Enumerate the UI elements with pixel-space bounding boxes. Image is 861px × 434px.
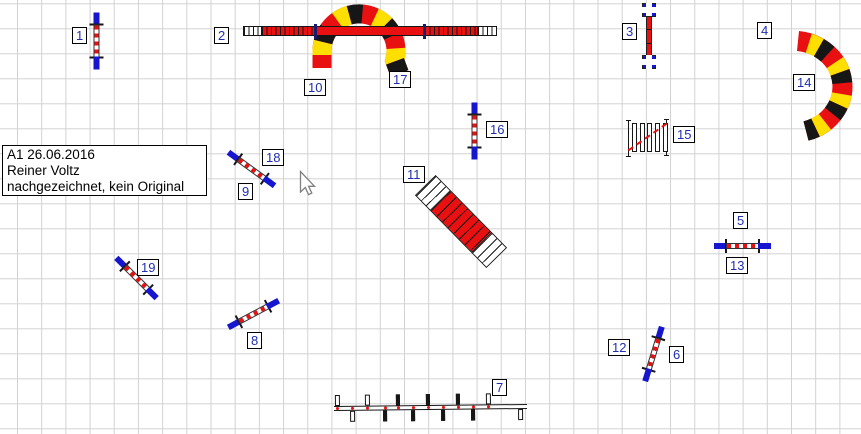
wall-body (646, 16, 652, 56)
dogwalk-junction-mark (423, 24, 426, 39)
pole-down (471, 409, 476, 421)
jump-wing (93, 56, 100, 70)
jump-wing (471, 146, 478, 160)
pole-base-dot (335, 406, 340, 410)
pole-up (455, 393, 460, 405)
pole-down (518, 409, 524, 421)
pole-down (441, 409, 446, 421)
pole-down (383, 410, 388, 422)
wall-segment-line (647, 29, 651, 30)
dogwalk-junction-mark (314, 24, 317, 39)
tunnel-segment-black (796, 31, 853, 141)
jump-bar (93, 24, 100, 58)
guide-tick (626, 156, 631, 157)
obstacle-label-6[interactable]: 6 (669, 346, 685, 363)
pole-base-dot (383, 406, 388, 410)
obstacle-label-13[interactable]: 13 (726, 257, 749, 274)
obstacle-label-18[interactable]: 18 (262, 149, 285, 166)
pole-down (411, 410, 416, 422)
obstacle-label-12[interactable]: 12 (608, 339, 631, 356)
weave-pole (655, 123, 660, 152)
obstacle-label-17[interactable]: 17 (389, 71, 412, 88)
pole-up (485, 393, 491, 405)
jump-bar (726, 243, 759, 249)
guide-tick (626, 120, 631, 121)
guide-tick (664, 119, 669, 120)
pole-base-dot (396, 406, 401, 410)
course-info-line-2: Reiner Voltz (7, 163, 80, 178)
course-info-line-1: A1 26.06.2016 (7, 147, 95, 162)
obstacle-label-2[interactable]: 2 (214, 27, 230, 44)
jump-wing (642, 367, 652, 383)
dogwalk-contact-left (243, 26, 262, 36)
obstacle-label-14[interactable]: 14 (793, 74, 816, 91)
jump-wing (714, 243, 727, 249)
pole-base-dot (350, 406, 355, 410)
dogwalk-ramp-left (261, 26, 317, 36)
pole-down (350, 410, 356, 422)
obstacle-label-9[interactable]: 9 (238, 183, 254, 200)
weave-guide-line (628, 120, 629, 157)
obstacle-label-8[interactable]: 8 (247, 332, 263, 349)
wall-tower-bottom (642, 55, 656, 69)
obstacle-label-1[interactable]: 1 (72, 27, 88, 44)
pole-base-dot (426, 406, 431, 410)
weave-poles-obstacle-15[interactable] (626, 118, 672, 160)
jump-obstacle-5-13[interactable] (714, 239, 771, 253)
pole-up (425, 394, 430, 406)
pole-base-dot (411, 406, 416, 410)
guide-tick (664, 155, 669, 156)
weave-pole (632, 123, 637, 152)
obstacle-label-11[interactable]: 11 (403, 166, 425, 183)
obstacle-label-10[interactable]: 10 (304, 79, 327, 96)
obstacle-label-7[interactable]: 7 (492, 379, 508, 396)
obstacle-label-5[interactable]: 5 (733, 212, 749, 229)
wall-segment-line (647, 43, 651, 44)
jump-bar (471, 114, 478, 148)
pole-up (364, 394, 370, 406)
pole-base-dot (441, 405, 446, 409)
jump-wing (265, 297, 281, 310)
weave-pole (663, 123, 668, 152)
pole-base-dot (365, 406, 370, 410)
obstacle-label-16[interactable]: 16 (486, 121, 509, 138)
tunnel-segment-black (312, 4, 409, 77)
curved-tunnel-10-17[interactable] (312, 4, 409, 77)
obstacle-label-15[interactable]: 15 (673, 126, 696, 143)
obstacle-label-4[interactable]: 4 (757, 22, 773, 39)
course-info-box[interactable]: A1 26.06.2016 Reiner Voltz nachgezeichne… (2, 145, 207, 196)
obstacle-label-19[interactable]: 19 (137, 259, 160, 276)
weave-pole (640, 123, 645, 152)
pole-up (334, 394, 340, 407)
weave-pole (647, 123, 652, 152)
pole-base-dot (456, 405, 461, 409)
tunnel-segment-yellow (796, 31, 853, 141)
course-info-line-3: nachgezeichnet, kein Original (7, 179, 185, 194)
dogwalk-contact-right (477, 26, 497, 36)
wall-tower-top (642, 3, 656, 17)
obstacle-label-3[interactable]: 3 (622, 23, 638, 40)
pole-up (395, 394, 400, 406)
dogwalk-ramp-right (424, 26, 478, 36)
curved-tunnel-14[interactable] (796, 31, 853, 141)
mouse-cursor-icon (299, 169, 317, 196)
jump-obstacle-1[interactable] (89, 12, 104, 70)
pole-base-dot (471, 405, 476, 409)
jump-wing (758, 243, 771, 249)
jump-obstacle-16[interactable] (467, 102, 482, 160)
dogwalk-center-plank (316, 26, 425, 36)
pole-base-dot (486, 405, 491, 409)
